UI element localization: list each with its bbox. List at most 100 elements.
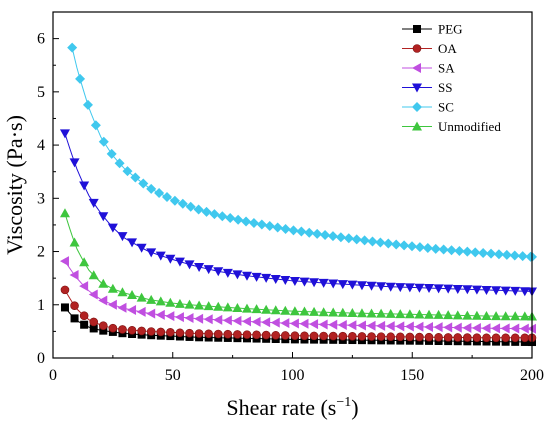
data-point-oa: [424, 332, 434, 342]
data-point-unmodified: [261, 304, 272, 314]
data-point-ss: [491, 286, 502, 296]
data-point-sa: [241, 316, 251, 327]
data-point-sc: [375, 237, 386, 248]
data-point-unmodified: [337, 307, 348, 317]
data-point-peg: [89, 324, 98, 333]
legend-label-sa: SA: [438, 61, 455, 76]
data-point-sc: [359, 235, 370, 246]
data-point-sa: [337, 320, 347, 331]
data-point-ss: [510, 286, 521, 296]
data-point-ss: [194, 262, 205, 272]
data-point-oa: [367, 332, 376, 341]
data-point-oa: [491, 333, 501, 343]
data-point-sa: [270, 317, 280, 328]
data-point-ss: [270, 274, 281, 284]
data-point-ss: [136, 243, 147, 253]
data-point-ss: [107, 223, 118, 233]
data-point-ss: [309, 278, 320, 288]
data-point-sa: [510, 323, 520, 334]
data-point-sa: [88, 289, 98, 300]
y-tick-label: 1: [37, 297, 45, 314]
data-point-oa: [223, 329, 233, 339]
data-point-ss: [385, 282, 396, 292]
data-point-sa: [289, 318, 299, 329]
data-point-oa: [70, 301, 79, 310]
data-point-unmodified: [232, 303, 243, 313]
data-point-unmodified: [462, 310, 473, 320]
data-point-oa: [271, 330, 281, 340]
data-point-oa: [242, 330, 252, 339]
data-point-peg: [99, 326, 108, 335]
data-point-ss: [117, 232, 128, 242]
data-point-ss: [328, 279, 339, 289]
data-point-oa: [118, 325, 127, 334]
data-point-sa: [481, 323, 491, 334]
data-point-sc: [241, 216, 252, 227]
legend-marker-sc: [412, 102, 422, 112]
data-point-unmodified: [184, 299, 195, 309]
data-point-oa: [300, 331, 309, 341]
data-point-unmodified: [404, 309, 415, 319]
x-tick-label: 0: [49, 367, 57, 384]
data-point-sa: [261, 317, 271, 328]
data-point-sc: [304, 227, 315, 238]
data-point-sc: [312, 228, 323, 239]
data-point-ss: [424, 284, 435, 294]
data-point-sa: [347, 320, 357, 331]
legend-label-sc: SC: [438, 100, 454, 115]
data-point-sc: [67, 42, 78, 53]
data-point-sc: [517, 251, 528, 262]
data-point-sc: [154, 188, 165, 199]
data-point-sc: [422, 242, 433, 253]
series-markers: [59, 42, 537, 347]
data-point-sa: [155, 309, 165, 320]
data-point-unmodified: [289, 306, 300, 316]
data-point-sa: [385, 321, 395, 332]
data-point-sc: [177, 198, 188, 209]
data-point-oa: [472, 333, 482, 342]
data-point-sc: [217, 211, 228, 222]
data-point-sa: [318, 319, 328, 330]
data-point-sc: [462, 246, 473, 257]
data-point-sa: [59, 256, 69, 267]
legend-label-unmodified: Unmodified: [438, 119, 501, 134]
data-point-unmodified: [519, 311, 530, 321]
legend-label-ss: SS: [438, 80, 452, 95]
data-point-sc: [130, 172, 141, 183]
data-point-ss: [127, 238, 138, 248]
legend-marker-peg: [413, 25, 421, 33]
data-point-sc: [193, 204, 204, 215]
y-tick-label: 4: [37, 137, 45, 154]
data-point-ss: [471, 285, 482, 295]
data-point-unmodified: [347, 308, 358, 318]
data-point-unmodified: [395, 309, 406, 319]
data-point-oa: [194, 329, 204, 338]
data-point-ss: [251, 272, 262, 282]
data-point-sc: [320, 229, 331, 240]
data-point-ss: [433, 284, 444, 294]
data-point-unmodified: [356, 308, 367, 318]
data-point-unmodified: [280, 305, 291, 315]
data-point-sc: [446, 245, 457, 256]
data-point-sc: [248, 218, 259, 229]
data-point-sa: [424, 321, 434, 332]
data-point-unmodified: [213, 301, 224, 311]
data-point-sa: [117, 302, 127, 313]
data-point-oa: [453, 333, 463, 342]
y-tick-label: 2: [37, 244, 45, 261]
data-point-ss: [222, 268, 233, 278]
data-point-unmodified: [424, 309, 435, 319]
data-point-unmodified: [59, 208, 70, 218]
data-point-sc: [146, 183, 157, 194]
series-line-ss: [64, 133, 533, 292]
data-point-unmodified: [251, 304, 262, 314]
data-point-ss: [79, 181, 90, 191]
data-point-sa: [299, 318, 309, 329]
data-point-unmodified: [376, 308, 387, 318]
data-point-ss: [462, 285, 473, 295]
data-point-sc: [391, 239, 402, 250]
data-point-sc: [185, 201, 196, 212]
x-tick-label: 150: [400, 367, 424, 384]
data-point-sc: [430, 243, 441, 254]
data-point-sc: [327, 231, 338, 242]
